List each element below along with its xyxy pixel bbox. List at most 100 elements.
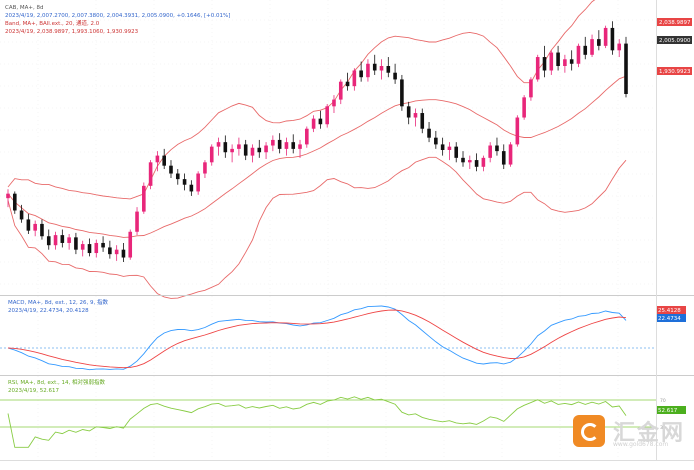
candle-body <box>175 173 180 180</box>
bollinger-middle-band <box>7 75 627 238</box>
candle-body <box>359 70 363 78</box>
candle-body <box>67 237 71 243</box>
candle-body <box>345 81 350 87</box>
candle-body <box>461 157 465 163</box>
macd-values: 2023/4/19, 22.4734, 20.4128 <box>8 308 89 314</box>
rsi-pane: RSI, MA+, 8d, ext., 14, 相对强弱指数 2023/4/19… <box>0 375 694 448</box>
candle-body <box>250 147 255 156</box>
candle-body <box>189 184 194 192</box>
macd-signal-text: 25.4128 <box>658 308 681 314</box>
candle-body <box>488 145 492 158</box>
candle-body <box>338 81 343 100</box>
candle-body <box>243 144 248 156</box>
price-pane: CAB, MA+, 8d 2023/4/19, 2,007.2700, 2,00… <box>5 0 692 299</box>
rsi-values: 2023/4/19, 52.617 <box>8 388 59 394</box>
candle-body <box>434 137 438 145</box>
candle-body <box>277 139 282 149</box>
rsi-value-text: 52.617 <box>658 408 678 414</box>
rsi-line <box>7 396 627 448</box>
candle-body <box>583 45 588 55</box>
candle-body <box>440 144 445 150</box>
candle-body <box>569 59 574 64</box>
candle-body <box>495 145 499 152</box>
candle-body <box>413 113 418 118</box>
candle-body <box>142 185 146 212</box>
rsi-header: RSI, MA+, 8d, ext., 14, 相对强弱指数 <box>8 378 105 386</box>
candle-body <box>474 160 479 167</box>
candle-body <box>406 106 411 118</box>
candle-body <box>305 128 309 145</box>
candle-body <box>46 236 51 246</box>
upper-band-price-text: 2,038.9897 <box>659 20 691 26</box>
candle-body <box>6 193 10 199</box>
candle-body <box>576 45 581 64</box>
candle-body <box>135 211 139 232</box>
candle-body <box>515 117 520 145</box>
candle-body <box>271 139 275 146</box>
candle-body <box>590 39 594 55</box>
candle-body <box>393 72 397 80</box>
candle-body <box>80 244 85 250</box>
candle-body <box>237 144 241 149</box>
candle-body <box>223 142 228 153</box>
candle-body <box>196 173 200 192</box>
bollinger-lower-band <box>7 156 627 299</box>
candle-body <box>386 66 391 73</box>
candle-body <box>549 52 554 71</box>
candle-body <box>298 144 302 149</box>
candle-body <box>325 106 329 125</box>
macd-value-tag <box>656 314 686 322</box>
candle-body <box>284 142 289 149</box>
candle-body <box>291 142 296 149</box>
candle-body <box>101 242 105 248</box>
candle-body <box>114 249 119 255</box>
rsi-30-text: 30 <box>660 425 666 431</box>
candle-body <box>162 155 166 166</box>
logo-url: www.gold678.com <box>613 441 669 448</box>
candle-body <box>33 223 37 231</box>
macd-pane: MACD, MA+, 8d, ext., 12, 26, 9, 指数 2023/… <box>0 295 694 371</box>
candle-body <box>535 57 540 80</box>
candle-body <box>209 146 214 163</box>
watermark-logo: 汇金网 www.gold678.com <box>571 412 689 452</box>
macd-value-text: 22.4734 <box>658 316 681 322</box>
candle-body <box>318 118 323 125</box>
upper-band-price-tag <box>656 18 692 26</box>
candle-body <box>400 79 404 107</box>
candle-body <box>128 231 133 258</box>
candle-body <box>617 43 622 51</box>
candle-body <box>60 235 65 243</box>
candle-body <box>379 66 384 71</box>
candle-body <box>26 219 31 231</box>
candle-body <box>481 157 486 167</box>
candle-body <box>12 193 17 211</box>
candle-body <box>311 118 316 129</box>
candle-body <box>169 165 173 174</box>
band-header: Band, MA+, BAll.ext., 20, 通道, 2.0 <box>5 19 100 27</box>
last-price-text: 2,005.0900 <box>659 38 691 44</box>
candle-body <box>148 162 153 186</box>
candle-body <box>501 151 506 165</box>
candle-body <box>53 235 58 246</box>
candle-body <box>372 63 377 71</box>
rsi-70-text: 70 <box>660 398 666 404</box>
candle-body <box>610 27 615 51</box>
candle-body <box>522 97 526 118</box>
candle-body <box>40 223 44 237</box>
logo-icon <box>573 415 605 447</box>
rsi-value-tag <box>656 406 686 414</box>
band-values: 2023/4/19, 2,038.9897, 1,993.1060, 1,930… <box>5 29 139 35</box>
candle-body <box>182 179 187 185</box>
candle-body <box>563 59 567 66</box>
lower-band-price-tag <box>656 67 692 75</box>
candle-body <box>108 247 112 255</box>
ohlc-header: 2023/4/19, 2,007.2700, 2,007.3800, 2,004… <box>5 13 230 19</box>
bollinger-upper-band <box>7 0 596 200</box>
lower-band-price-text: 1,930.9923 <box>659 69 691 75</box>
candle-body <box>597 39 601 46</box>
candle-body <box>230 148 234 153</box>
candle-body <box>556 52 560 66</box>
chart-grid <box>0 0 656 460</box>
candle-body <box>624 43 628 94</box>
candle-body <box>264 145 268 153</box>
